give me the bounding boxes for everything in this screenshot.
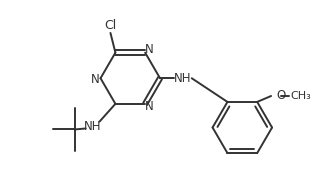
Text: CH₃: CH₃ xyxy=(290,91,311,101)
Text: NH: NH xyxy=(174,72,192,85)
Text: N: N xyxy=(91,73,100,86)
Text: NH: NH xyxy=(84,120,101,133)
Text: N: N xyxy=(145,100,154,113)
Text: Cl: Cl xyxy=(104,19,117,32)
Text: N: N xyxy=(145,43,154,56)
Text: O: O xyxy=(276,88,285,101)
